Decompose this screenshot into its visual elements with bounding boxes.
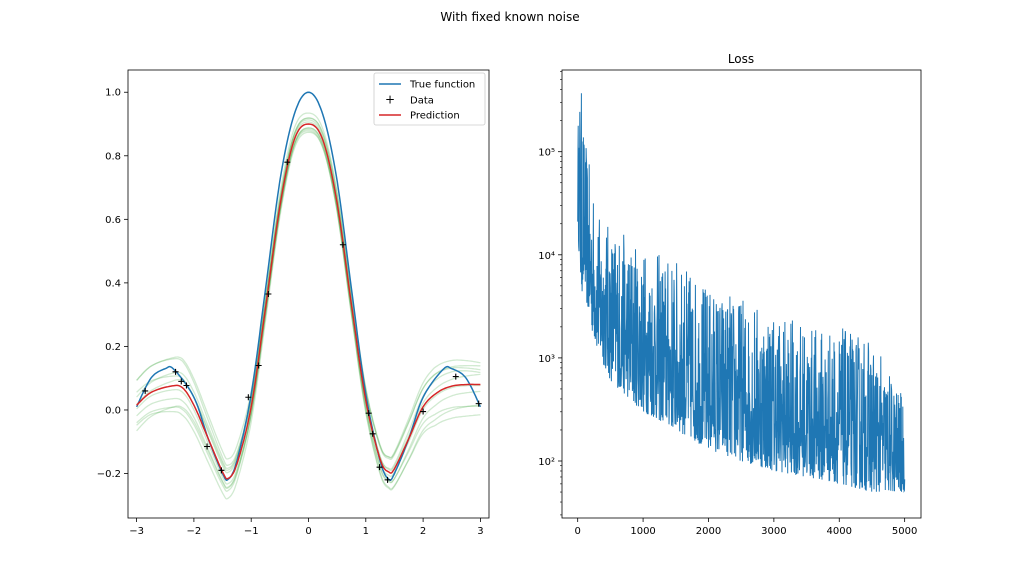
x-tick-label: 0 (305, 526, 311, 537)
legend-prediction-label: Prediction (410, 111, 460, 122)
data-point (245, 394, 252, 401)
prediction-line (136, 123, 481, 480)
y-tick-label: −0.2 (97, 469, 121, 480)
x-tick-label: 1000 (630, 526, 655, 537)
x-tick-label: 3 (477, 526, 483, 537)
data-point (369, 430, 376, 437)
data-point (420, 408, 427, 415)
x-tick-label: 4000 (827, 526, 852, 537)
legend-data-label: Data (410, 96, 434, 107)
data-point (284, 159, 291, 166)
y-tick-label: 10⁵ (538, 148, 555, 159)
data-point (384, 476, 391, 483)
y-tick-label: 1.0 (105, 88, 121, 99)
data-point (204, 443, 211, 450)
sample-curve-5 (136, 119, 481, 472)
posterior-sample-curves (136, 112, 481, 500)
sample-curve-10 (136, 127, 481, 489)
y-tick-label: 10² (538, 457, 555, 468)
x-tick-label: −3 (129, 526, 144, 537)
y-tick-label: 0.2 (105, 342, 121, 353)
gp-regression-plot: −3 −2 −1 0 1 2 3 −0.2 0.0 0.2 0.4 0.6 0.8 1.0 True f… (97, 69, 490, 537)
sample-curve-3 (136, 112, 481, 460)
data-point (452, 373, 459, 380)
legend: True function + Data Prediction (373, 72, 486, 126)
y-tick-label: 0.0 (105, 405, 121, 416)
data-point (376, 464, 383, 471)
y-tick-label: 0.8 (105, 151, 121, 162)
figure-suptitle: With fixed known noise (440, 10, 579, 24)
data-point (178, 378, 185, 385)
legend-data-marker: + (385, 93, 395, 107)
x-tick-label: −1 (244, 526, 259, 537)
data-point (172, 368, 179, 375)
x-tick-label: 0 (575, 526, 581, 537)
x-tick-label: −2 (187, 526, 202, 537)
data-point (365, 410, 372, 417)
sample-curve-8 (136, 130, 481, 491)
true-function-line (135, 91, 482, 481)
data-point (265, 291, 272, 297)
x-tick-label: 1 (363, 526, 369, 537)
y-tick-label: 10³ (538, 354, 555, 365)
y-tick-label: 0.6 (105, 215, 121, 226)
plot-frame (561, 69, 922, 519)
x-tick-label: 3000 (761, 526, 786, 537)
data-point (142, 387, 149, 394)
x-tick-label: 5000 (892, 526, 917, 537)
sample-curve-7 (136, 117, 481, 466)
sample-curve-2 (136, 127, 481, 492)
loss-title: Loss (728, 52, 754, 66)
data-point (475, 400, 482, 407)
data-point (339, 241, 346, 248)
loss-line (577, 93, 906, 493)
data-point (218, 467, 225, 474)
x-tick-label: 2 (420, 526, 426, 537)
sample-curve-6 (136, 128, 481, 485)
x-tick-label: 2000 (696, 526, 721, 537)
sample-curve-4 (136, 131, 481, 500)
y-tick-label: 0.4 (105, 278, 121, 289)
data-point (183, 382, 190, 389)
legend-true-function-label: True function (409, 80, 475, 91)
y-tick-label: 10⁴ (538, 251, 555, 262)
data-point (255, 362, 262, 369)
loss-plot: Loss 0 1000 2000 3000 4000 5000 10² 10³ 10⁴ 10⁵ (538, 52, 922, 537)
